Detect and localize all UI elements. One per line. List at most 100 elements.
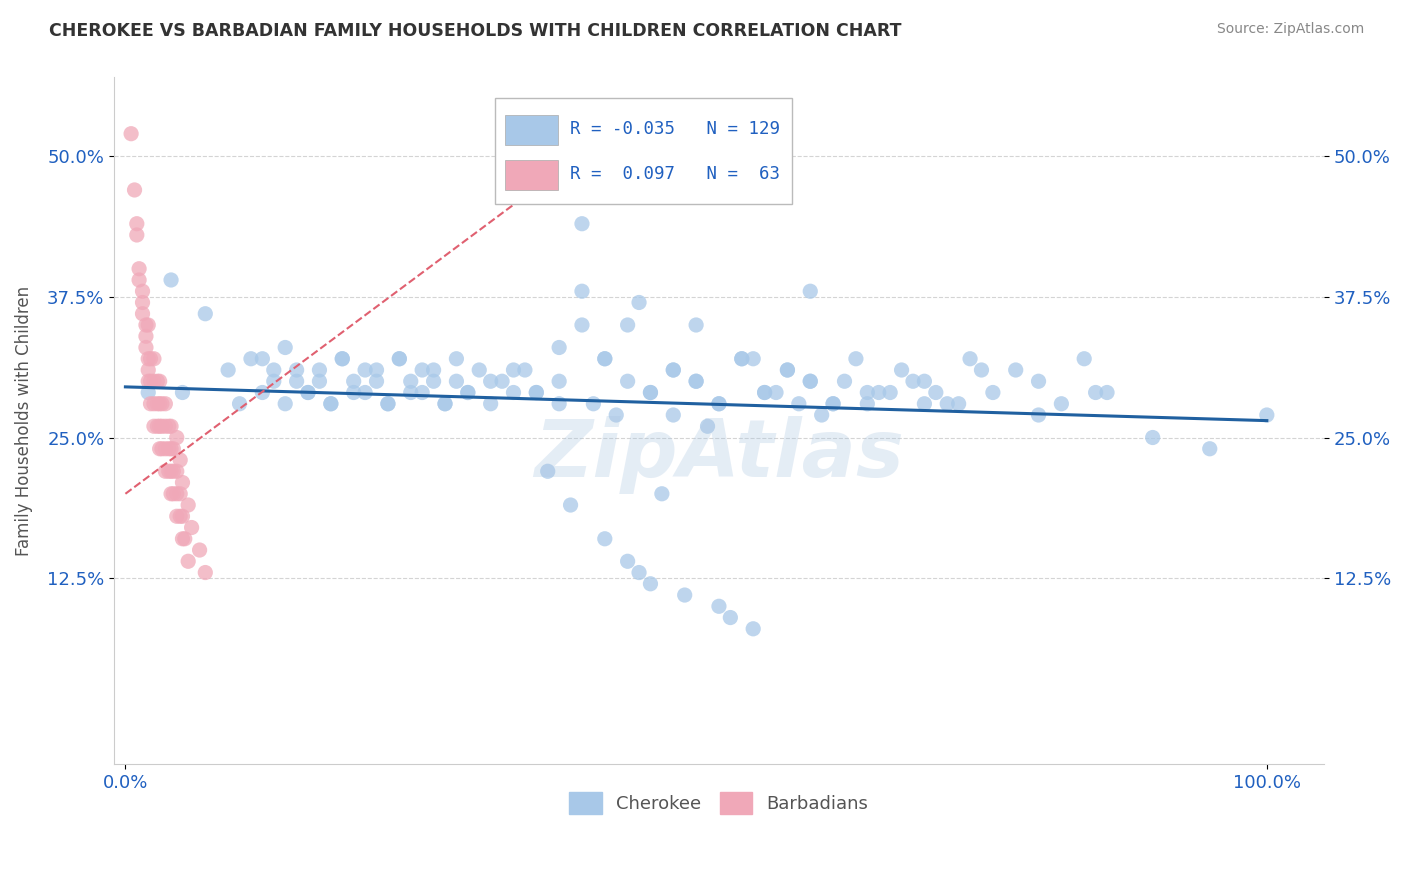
Point xyxy=(149,374,172,388)
Point xyxy=(457,385,479,400)
FancyBboxPatch shape xyxy=(495,98,792,204)
Point xyxy=(157,419,180,434)
Point xyxy=(1028,374,1050,388)
Point xyxy=(1050,397,1073,411)
Point xyxy=(1073,351,1095,366)
Point xyxy=(548,341,571,355)
Point xyxy=(491,374,513,388)
Point xyxy=(136,385,159,400)
Point xyxy=(131,284,153,298)
Point xyxy=(157,442,180,456)
Point xyxy=(879,385,901,400)
Point xyxy=(388,351,411,366)
Point xyxy=(799,374,821,388)
Point xyxy=(274,397,297,411)
Point xyxy=(297,385,319,400)
Point xyxy=(166,509,188,524)
Point xyxy=(628,566,651,580)
Point xyxy=(662,363,685,377)
Point xyxy=(308,374,330,388)
Point xyxy=(810,408,832,422)
Point xyxy=(524,385,547,400)
Point xyxy=(169,487,191,501)
Point xyxy=(274,341,297,355)
Point xyxy=(936,397,959,411)
Point xyxy=(131,307,153,321)
Point xyxy=(446,374,468,388)
Point xyxy=(548,397,571,411)
Point xyxy=(366,374,388,388)
Point xyxy=(616,318,638,332)
Point xyxy=(217,363,239,377)
Point xyxy=(142,374,165,388)
Point xyxy=(787,397,810,411)
Point xyxy=(162,442,184,456)
Point xyxy=(901,374,924,388)
Point xyxy=(285,363,308,377)
Point xyxy=(422,374,444,388)
Point xyxy=(150,397,173,411)
Point xyxy=(823,397,845,411)
Point xyxy=(560,498,582,512)
Point xyxy=(160,487,183,501)
Point xyxy=(125,227,148,242)
Point xyxy=(149,419,172,434)
Point xyxy=(142,397,165,411)
Point xyxy=(330,351,353,366)
Point xyxy=(651,487,673,501)
Point xyxy=(479,374,502,388)
Point xyxy=(799,284,821,298)
Point xyxy=(139,351,162,366)
Point xyxy=(640,576,662,591)
Point xyxy=(155,397,177,411)
Point xyxy=(548,374,571,388)
Point xyxy=(120,127,142,141)
Point xyxy=(180,520,202,534)
Point xyxy=(868,385,890,400)
Point xyxy=(890,363,912,377)
Point xyxy=(1028,408,1050,422)
Point xyxy=(799,374,821,388)
Point xyxy=(149,442,172,456)
Point xyxy=(177,554,200,568)
Point xyxy=(1004,363,1026,377)
Point xyxy=(1084,385,1107,400)
Point xyxy=(593,351,616,366)
Point xyxy=(136,363,159,377)
Point xyxy=(172,509,194,524)
Point xyxy=(856,385,879,400)
Point xyxy=(155,464,177,478)
Point xyxy=(502,385,524,400)
Point xyxy=(146,419,169,434)
Point xyxy=(479,397,502,411)
Point xyxy=(571,318,593,332)
Point xyxy=(142,351,165,366)
Point xyxy=(377,397,399,411)
Point xyxy=(970,363,993,377)
Point xyxy=(166,430,188,444)
Point xyxy=(1198,442,1220,456)
Point xyxy=(696,419,718,434)
Point xyxy=(128,261,150,276)
Point xyxy=(571,284,593,298)
Point xyxy=(354,363,377,377)
Point xyxy=(252,385,274,400)
Point xyxy=(457,385,479,400)
Point xyxy=(136,351,159,366)
Point xyxy=(160,273,183,287)
Text: R = -0.035   N = 129: R = -0.035 N = 129 xyxy=(569,120,780,138)
Point xyxy=(731,351,754,366)
Point xyxy=(537,464,560,478)
Point xyxy=(146,397,169,411)
Point xyxy=(640,385,662,400)
Point xyxy=(468,363,491,377)
Point xyxy=(754,385,776,400)
Point xyxy=(169,453,191,467)
Point xyxy=(136,374,159,388)
Point xyxy=(640,385,662,400)
Point xyxy=(166,464,188,478)
Point xyxy=(754,385,776,400)
Point xyxy=(166,487,188,501)
Point xyxy=(912,397,935,411)
Point xyxy=(959,351,981,366)
